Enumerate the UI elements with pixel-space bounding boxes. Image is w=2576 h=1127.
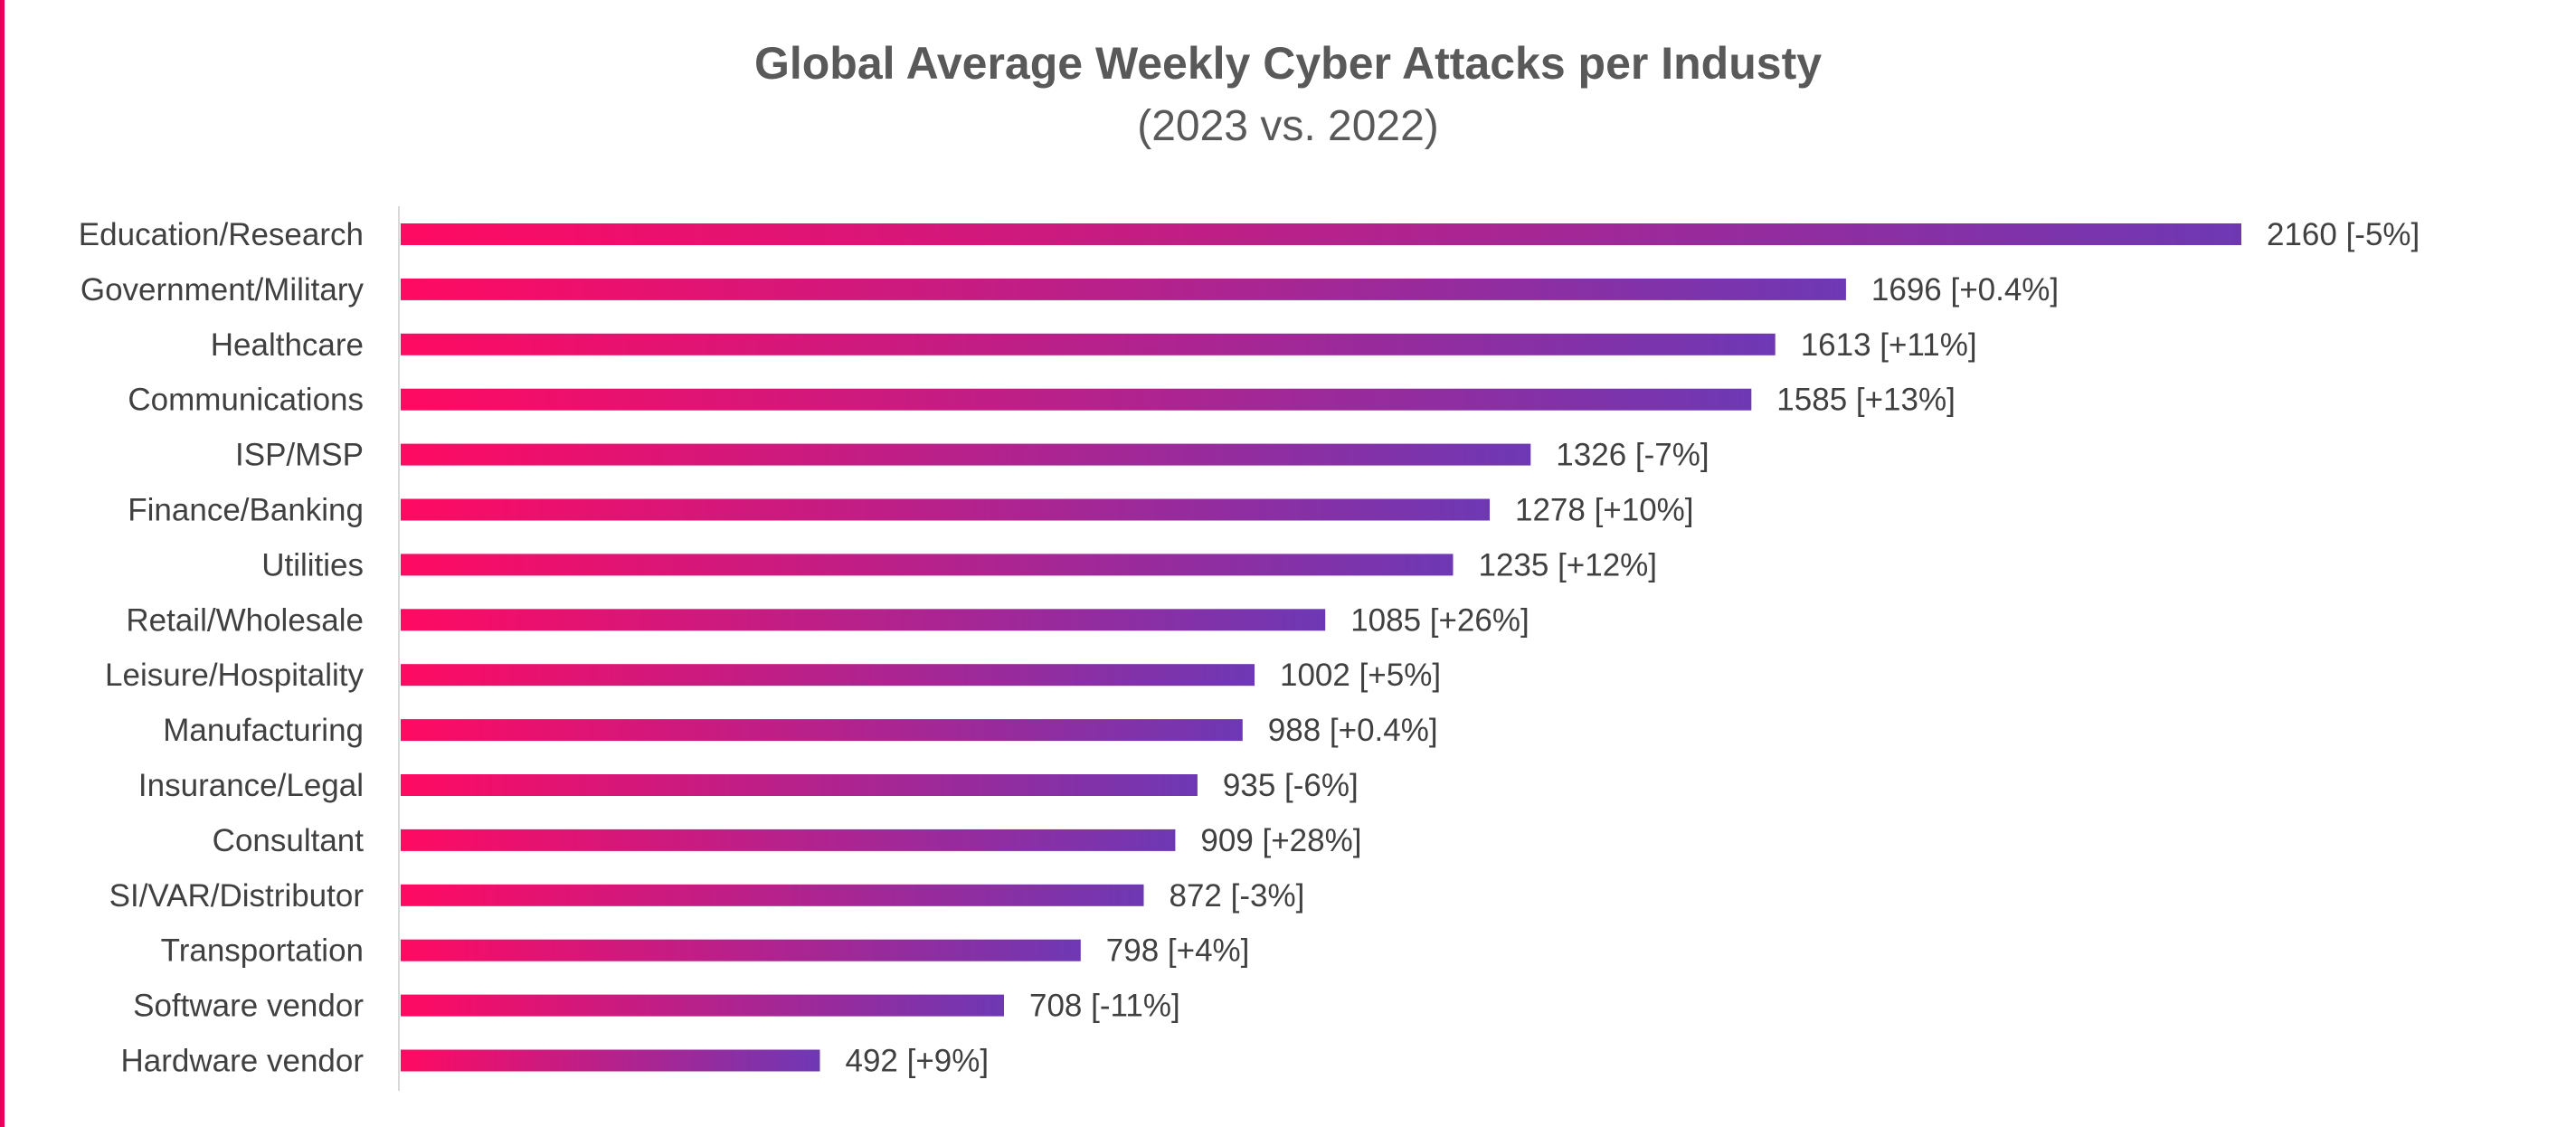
data-label: 492 [+9%] — [846, 1044, 990, 1079]
bar — [401, 664, 1255, 687]
category-label: Government/Military — [80, 272, 365, 308]
bar — [401, 774, 1198, 796]
bar — [401, 884, 1144, 906]
data-label: 1002 [+5%] — [1280, 658, 1441, 693]
category-label: ISP/MSP — [235, 438, 364, 473]
bar — [401, 498, 1490, 521]
data-label: 1696 [+0.4%] — [1871, 272, 2059, 308]
category-label: Communications — [128, 383, 364, 418]
data-label: 1326 [-7%] — [1556, 438, 1709, 473]
bar — [401, 388, 1752, 411]
data-label: 909 [+28%] — [1200, 823, 1361, 858]
category-label: Retail/Wholesale — [126, 602, 364, 638]
bar — [401, 1049, 820, 1072]
category-label: Finance/Banking — [128, 493, 364, 528]
category-label: Hardware vendor — [121, 1044, 365, 1079]
bar — [401, 443, 1531, 466]
bar — [401, 994, 1004, 1017]
bar — [401, 609, 1326, 631]
category-label: Education/Research — [79, 217, 364, 252]
bar — [401, 829, 1176, 851]
data-label: 872 [-3%] — [1170, 878, 1305, 914]
data-label: 1235 [+12%] — [1479, 547, 1658, 582]
bar — [401, 554, 1454, 576]
bar — [401, 939, 1081, 961]
category-label: Utilities — [261, 547, 364, 582]
chart-title: Global Average Weekly Cyber Attacks per … — [753, 38, 1823, 89]
data-label: 1085 [+26%] — [1350, 602, 1530, 638]
data-label: 935 [-6%] — [1223, 768, 1359, 803]
category-label: Leisure/Hospitality — [105, 658, 364, 693]
bar — [401, 719, 1243, 742]
bars-group: Education/Research 2160 [-5%] Government/M… — [79, 217, 2420, 1079]
category-label: SI/VAR/Distributor — [109, 878, 365, 914]
bar — [401, 278, 1846, 300]
category-label: Transportation — [161, 933, 364, 969]
chart-subtitle: (2023 vs. 2022) — [1137, 102, 1439, 150]
data-label: 2160 [-5%] — [2267, 217, 2420, 252]
left-accent-stripe — [0, 0, 5, 1127]
data-label: 798 [+4%] — [1106, 933, 1250, 969]
data-label: 988 [+0.4%] — [1268, 713, 1438, 748]
data-label: 708 [-11%] — [1029, 989, 1180, 1024]
category-label: Consultant — [213, 823, 365, 858]
data-label: 1613 [+11%] — [1801, 327, 1977, 363]
category-label: Software vendor — [133, 989, 364, 1024]
category-label: Healthcare — [211, 327, 364, 363]
bar — [401, 223, 2241, 245]
bar — [401, 333, 1776, 355]
data-label: 1585 [+13%] — [1776, 383, 1956, 418]
category-label: Manufacturing — [163, 713, 364, 748]
data-label: 1278 [+10%] — [1515, 493, 1694, 528]
category-label: Insurance/Legal — [138, 768, 364, 803]
